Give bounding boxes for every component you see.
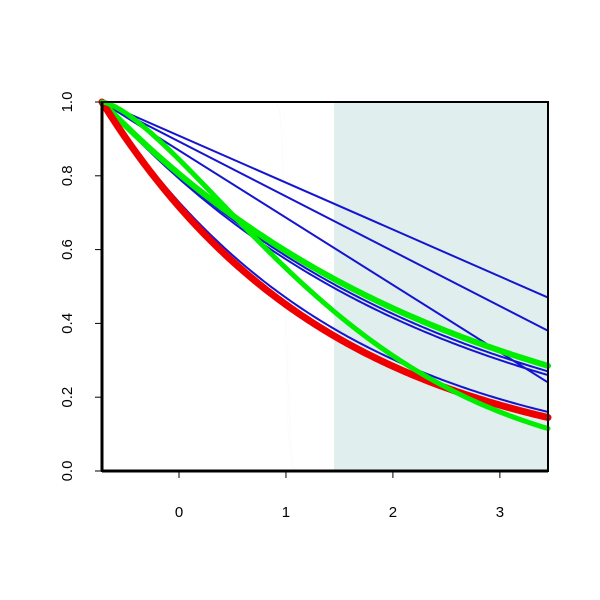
y-tick-label-3: 0.6 (59, 239, 76, 260)
x-tick-label-2: 2 (389, 504, 397, 521)
y-tick-label-1: 0.2 (59, 387, 76, 408)
y-tick-label-5: 1.0 (59, 92, 76, 113)
axes (100, 101, 549, 473)
series-lines (98, 98, 552, 472)
series-line-4 (101, 101, 549, 299)
x-tick-label-1: 1 (282, 504, 290, 521)
y-tick-label-4: 0.8 (59, 165, 76, 186)
x-tick-label-0: 0 (175, 504, 183, 521)
series-line-12 (99, 99, 551, 432)
series-line-10 (99, 99, 551, 369)
series-line-6 (101, 101, 549, 384)
series-line-5 (101, 101, 549, 332)
y-tick-label-0: 0.0 (59, 461, 76, 482)
tick-marks: 0 1 2 3 0.0 0.2 0.4 0.6 0.8 1.0 (59, 92, 504, 521)
series-line-11 (98, 98, 552, 421)
y-tick-label-2: 0.4 (59, 313, 76, 334)
series-line-7 (101, 101, 549, 377)
x-tick-label-3: 3 (496, 504, 504, 521)
